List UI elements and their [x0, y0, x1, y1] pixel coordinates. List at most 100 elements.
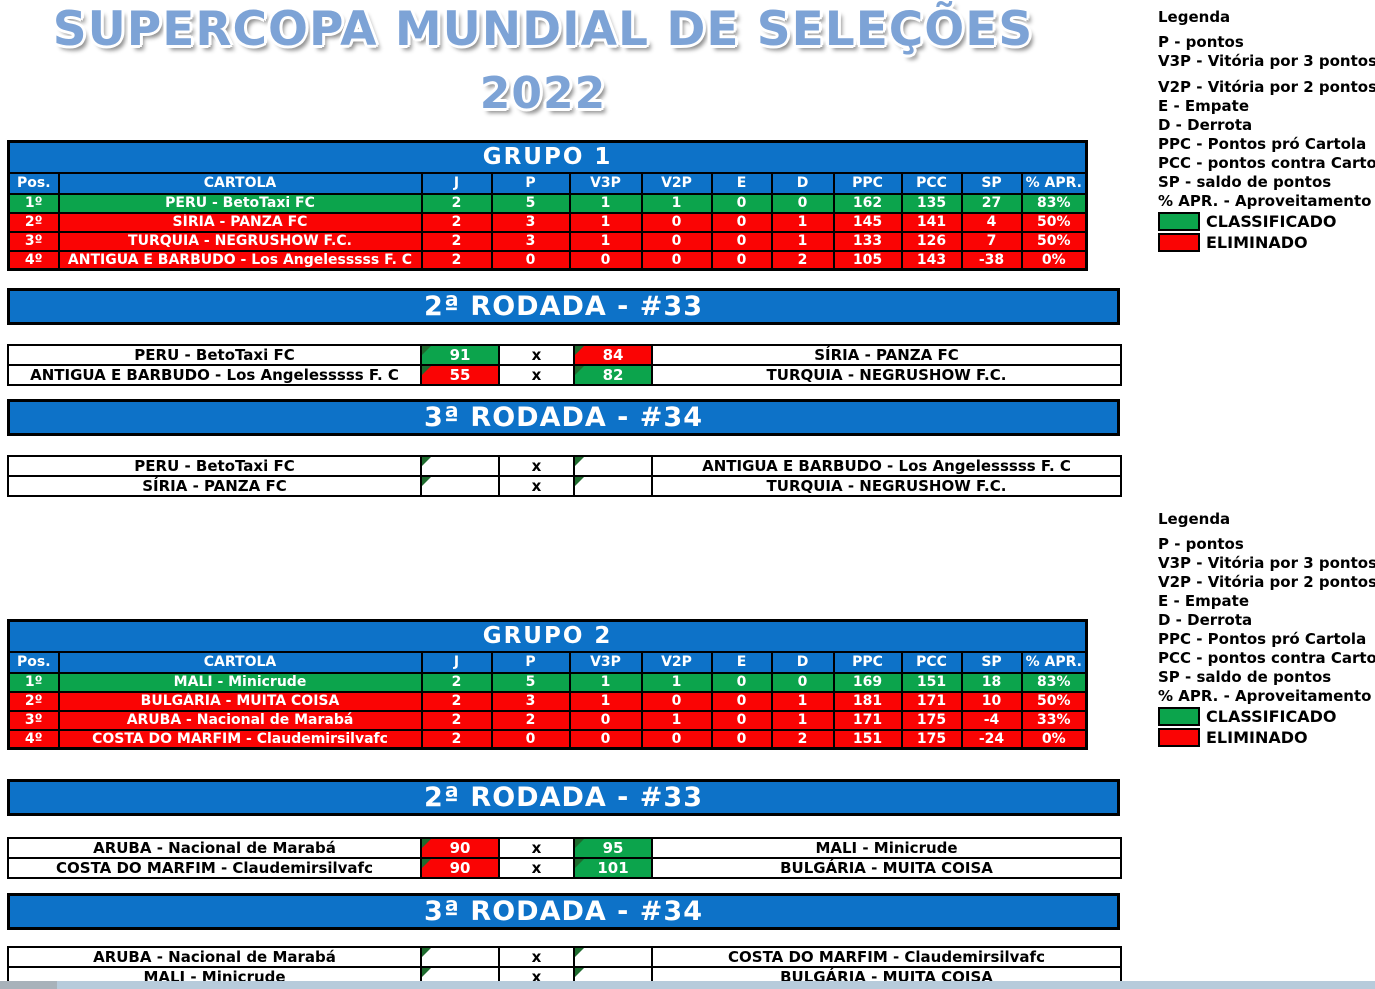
v3p-cell: 1	[568, 690, 643, 712]
col-header-p: P	[490, 171, 571, 195]
home-score: 90	[420, 857, 500, 879]
col-header-ppc: PPC	[832, 650, 903, 674]
versus-label: x	[498, 344, 575, 366]
col-header-pcc: PCC	[900, 650, 963, 674]
j-cell: 2	[420, 728, 493, 750]
legend-line-v3p: V3P - Vitória por 3 pontos	[1158, 52, 1375, 70]
away-team: SÍRIA - PANZA FC	[651, 344, 1122, 366]
col-header-v3p: V3P	[568, 171, 643, 195]
ppc-cell: 181	[832, 690, 903, 712]
e-cell: 0	[710, 709, 773, 731]
v2p-cell: 0	[640, 690, 713, 712]
bottom-strip-blue	[57, 981, 1375, 989]
col-header-v3p: V3P	[568, 650, 643, 674]
d-cell: 0	[770, 671, 835, 693]
v2p-cell: 1	[640, 192, 713, 214]
e-cell: 0	[710, 671, 773, 693]
sp-cell: 18	[960, 671, 1023, 693]
apr-cell: 83%	[1020, 671, 1088, 693]
e-cell: 0	[710, 192, 773, 214]
v3p-cell: 1	[568, 230, 643, 252]
legend-line-sp: SP - saldo de pontos	[1158, 173, 1332, 191]
v3p-cell: 1	[568, 671, 643, 693]
versus-label: x	[498, 455, 575, 477]
sp-cell: -4	[960, 709, 1023, 731]
legend-line-v2p: V2P - Vitória por 2 pontos	[1158, 78, 1375, 96]
pcc-cell: 135	[900, 192, 963, 214]
legend-line-e: E - Empate	[1158, 97, 1249, 115]
j-cell: 2	[420, 230, 493, 252]
apr-cell: 33%	[1020, 709, 1088, 731]
legend-eliminated-row: ELIMINADO	[1158, 232, 1374, 253]
d-cell: 2	[770, 249, 835, 271]
v3p-cell: 1	[568, 192, 643, 214]
e-cell: 0	[710, 230, 773, 252]
standings-row: 4º COSTA DO MARFIM - Claudemirsilvafc 2 …	[7, 728, 1088, 750]
legend-line-pcc: PCC - pontos contra Cartola	[1158, 649, 1375, 667]
legend-heading: Legenda	[1158, 8, 1231, 26]
cartola-cell: ARUBA - Nacional de Marabá	[57, 709, 423, 731]
legend-line-ppc: PPC - Pontos pró Cartola	[1158, 630, 1367, 648]
legend-classified-row: CLASSIFICADO	[1158, 706, 1374, 727]
j-cell: 2	[420, 192, 493, 214]
away-team: COSTA DO MARFIM - Claudemirsilvafc	[651, 946, 1122, 968]
e-cell: 0	[710, 728, 773, 750]
cartola-cell: PERU - BetoTaxi FC	[57, 192, 423, 214]
title-line-2: 2022	[479, 68, 607, 119]
p-cell: 5	[490, 192, 571, 214]
standings-row: 4º ANTIGUA E BARBUDO - Los Angelesssss F…	[7, 249, 1088, 271]
j-cell: 2	[420, 211, 493, 233]
group2-round2-banner: 2ª RODADA - #33	[7, 779, 1120, 816]
classified-color-swatch	[1158, 707, 1200, 726]
legend-line-v2p: V2P - Vitória por 2 pontos	[1158, 573, 1375, 591]
standings-header-row: Pos. CARTOLA J P V3P V2P E D PPC PCC SP …	[7, 650, 1088, 674]
classified-label: CLASSIFICADO	[1206, 211, 1337, 231]
col-header-v2p: V2P	[640, 171, 713, 195]
home-score	[420, 475, 500, 497]
home-score	[420, 946, 500, 968]
p-cell: 0	[490, 728, 571, 750]
cartola-cell: COSTA DO MARFIM - Claudemirsilvafc	[57, 728, 423, 750]
home-score	[420, 455, 500, 477]
j-cell: 2	[420, 249, 493, 271]
match-row: SÍRIA - PANZA FC x TURQUIA - NEGRUSHOW F…	[7, 475, 1122, 497]
v2p-cell: 1	[640, 671, 713, 693]
legend-line-v3p: V3P - Vitória por 3 pontos	[1158, 554, 1375, 572]
sp-cell: 7	[960, 230, 1023, 252]
group1-round3-banner: 3ª RODADA - #34	[7, 399, 1120, 436]
ppc-cell: 105	[832, 249, 903, 271]
pcc-cell: 141	[900, 211, 963, 233]
title-line-1: SUPERCOPA MUNDIAL DE SELEÇÕES	[52, 2, 1034, 57]
legend-eliminated-row: ELIMINADO	[1158, 727, 1374, 748]
e-cell: 0	[710, 690, 773, 712]
legend-line-p: P - pontos	[1158, 535, 1244, 553]
pcc-cell: 175	[900, 728, 963, 750]
legend-line-sp: SP - saldo de pontos	[1158, 668, 1332, 686]
home-score: 91	[420, 344, 500, 366]
v3p-cell: 0	[568, 709, 643, 731]
home-team: ARUBA - Nacional de Marabá	[7, 946, 422, 968]
home-score: 55	[420, 364, 500, 386]
pos-cell: 3º	[7, 230, 60, 252]
p-cell: 5	[490, 671, 571, 693]
group2-standings-table: GRUPO 2 Pos. CARTOLA J P V3P V2P E D PPC…	[7, 619, 1089, 750]
classified-label: CLASSIFICADO	[1206, 706, 1337, 726]
pcc-cell: 143	[900, 249, 963, 271]
apr-cell: 50%	[1020, 230, 1088, 252]
match-row: PERU - BetoTaxi FC x ANTIGUA E BARBUDO -…	[7, 455, 1122, 477]
e-cell: 0	[710, 249, 773, 271]
group2-title-banner: GRUPO 2	[7, 619, 1088, 653]
versus-label: x	[498, 475, 575, 497]
p-cell: 2	[490, 709, 571, 731]
away-score: 84	[573, 344, 653, 366]
j-cell: 2	[420, 709, 493, 731]
ppc-cell: 171	[832, 709, 903, 731]
away-team: TURQUIA - NEGRUSHOW F.C.	[651, 475, 1122, 497]
v3p-cell: 0	[568, 249, 643, 271]
pcc-cell: 171	[900, 690, 963, 712]
pos-cell: 2º	[7, 211, 60, 233]
apr-cell: 50%	[1020, 690, 1088, 712]
legend-line-p: P - pontos	[1158, 33, 1244, 51]
home-team: SÍRIA - PANZA FC	[7, 475, 422, 497]
group2-round3-matches: ARUBA - Nacional de Marabá x COSTA DO MA…	[7, 946, 1122, 988]
